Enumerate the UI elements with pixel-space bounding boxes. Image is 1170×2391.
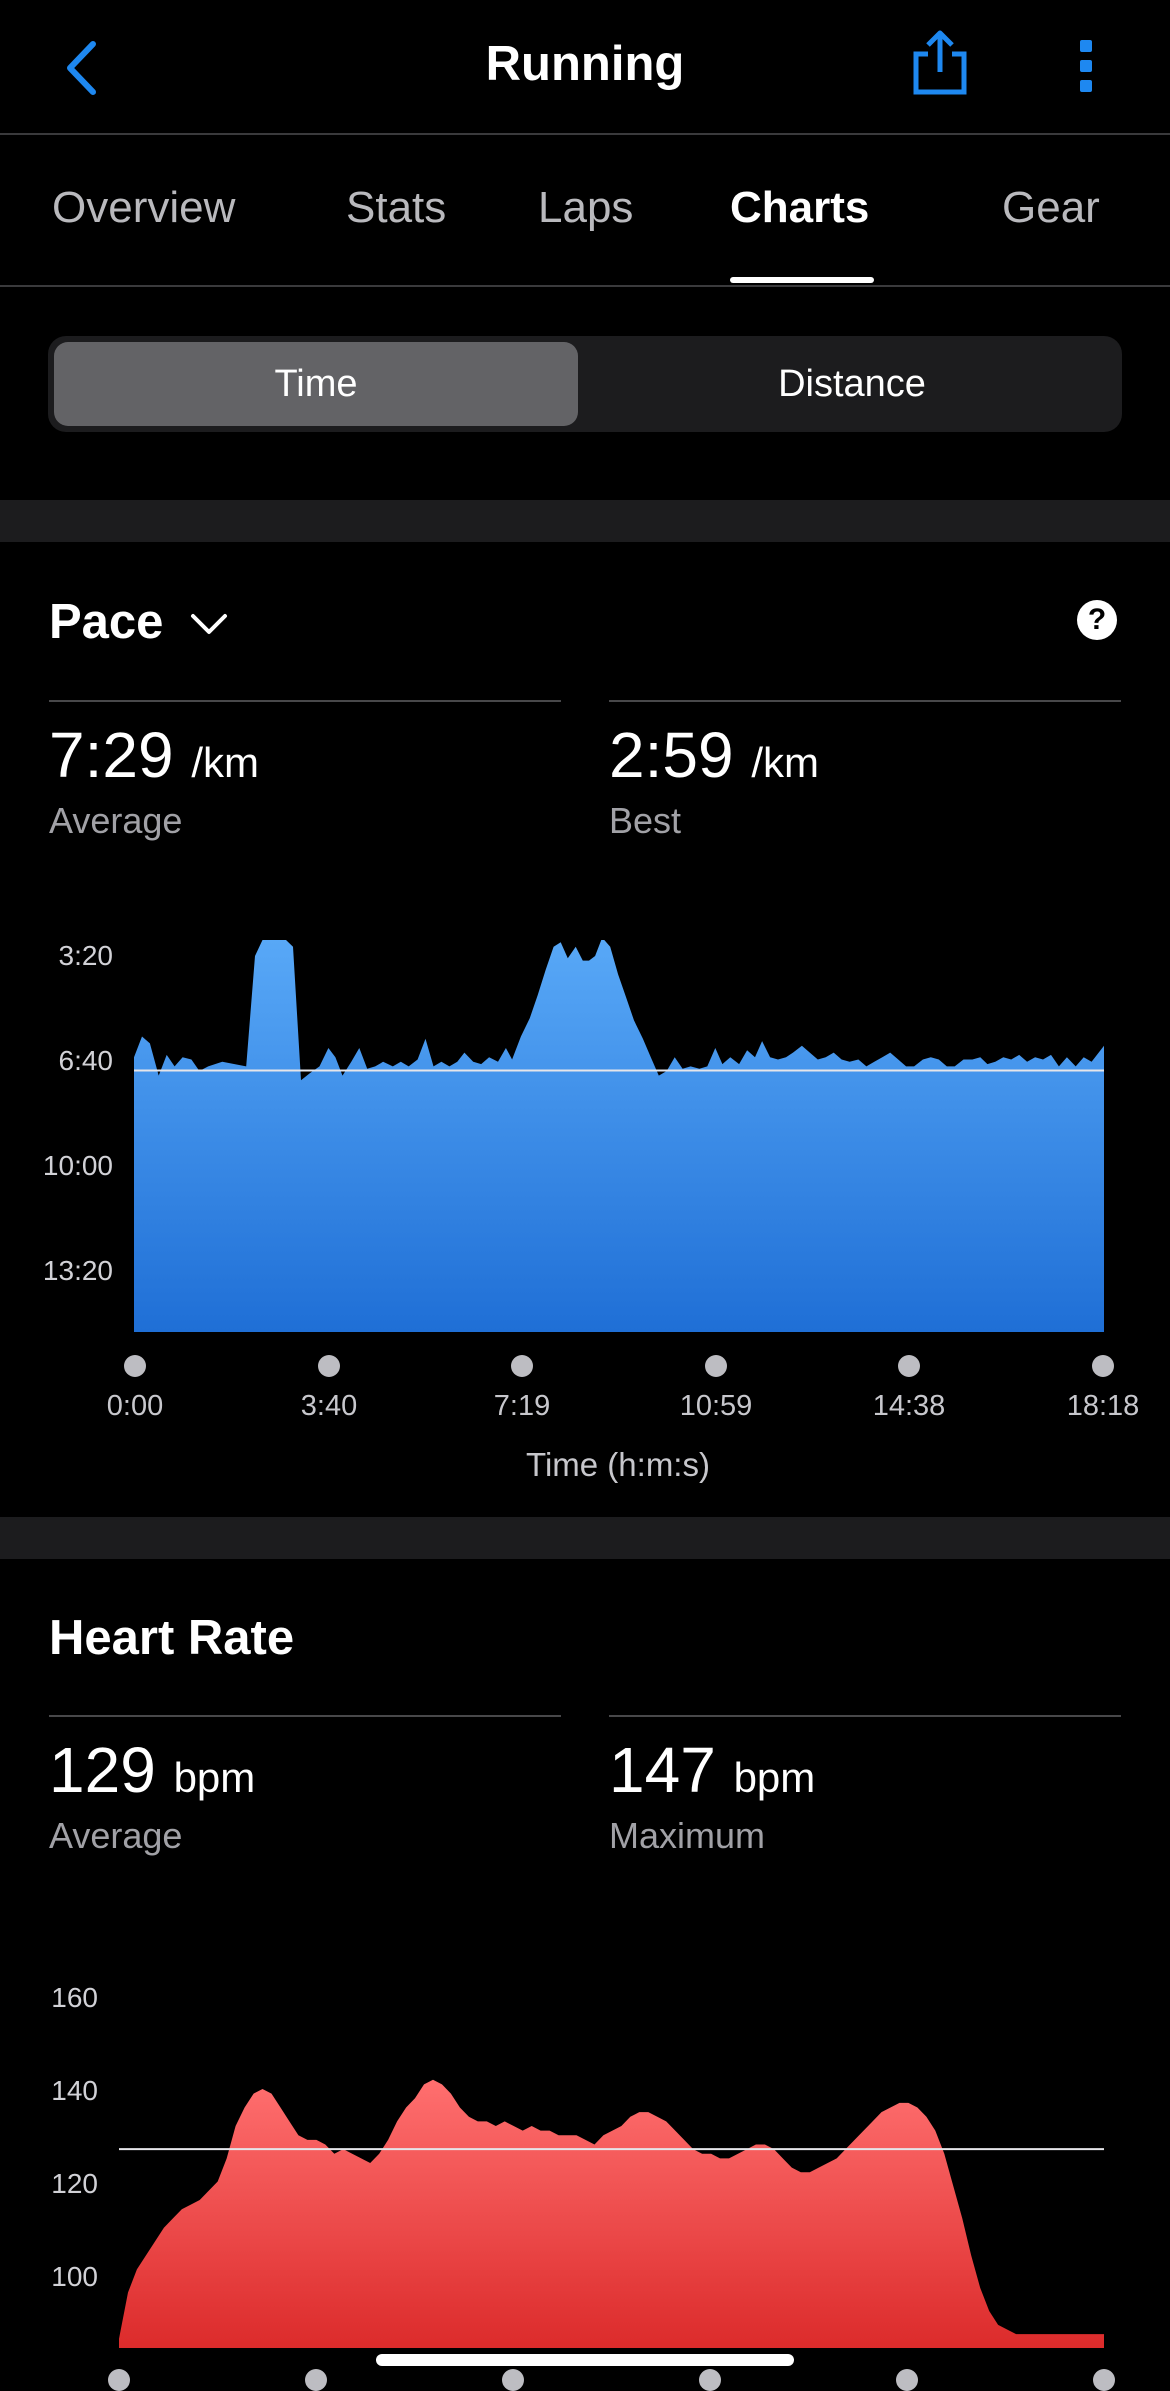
tab-charts[interactable]: Charts [730, 183, 870, 232]
divider [609, 1715, 1121, 1717]
x-axis-title: Time (h:m:s) [526, 1446, 710, 1483]
pace-chart[interactable] [134, 940, 1104, 1332]
home-indicator[interactable] [376, 2354, 794, 2366]
x-tick-label: 14:38 [872, 1390, 946, 1422]
section-divider [0, 500, 1170, 542]
y-tick-label: 13:20 [42, 1255, 113, 1286]
hr-average-unit: bpm [173, 1754, 256, 1801]
page-title: Running [485, 37, 685, 91]
divider [49, 700, 561, 702]
hr-max-unit: bpm [733, 1754, 816, 1801]
x-axis-dot [108, 2369, 130, 2391]
pace-average-number: 7:29 [49, 719, 174, 791]
y-tick-label: 3:20 [58, 940, 114, 971]
x-axis-dot [124, 1355, 146, 1377]
y-tick-label: 120 [51, 2168, 98, 2199]
top-nav-bar: Running [0, 0, 1170, 135]
divider [609, 700, 1121, 702]
pace-average-label: Average [49, 800, 183, 841]
tab-gear[interactable]: Gear [1002, 183, 1100, 232]
x-axis-dot [1093, 2369, 1115, 2391]
x-tick-label: 0:00 [106, 1390, 164, 1422]
x-tick-label: 7:19 [493, 1390, 551, 1422]
heart-rate-area-series [119, 2079, 1104, 2348]
heart-rate-chart[interactable] [119, 1978, 1104, 2348]
hr-average-label: Average [49, 1815, 183, 1856]
active-tab-underline [730, 277, 874, 283]
pace-title-label: Pace [49, 595, 164, 649]
hr-average-value: 129 bpm [49, 1733, 255, 1807]
x-axis-dot [896, 2369, 918, 2391]
time-distance-segmented-control: Time Distance [48, 336, 1122, 432]
y-tick-label: 6:40 [58, 1045, 114, 1076]
x-axis-dot [1092, 1355, 1114, 1377]
x-axis-dot [705, 1355, 727, 1377]
section-divider [0, 1517, 1170, 1559]
pace-best-number: 2:59 [609, 719, 734, 791]
y-tick-label: 140 [51, 2075, 98, 2106]
y-tick-label: 100 [51, 2261, 98, 2292]
tab-stats[interactable]: Stats [346, 183, 447, 232]
chevron-down-icon [191, 614, 228, 634]
chevron-left-icon[interactable] [58, 38, 108, 98]
x-axis-dot [898, 1355, 920, 1377]
hr-max-number: 147 [609, 1734, 716, 1806]
segment-distance[interactable]: Distance [778, 363, 926, 405]
pace-title[interactable]: Pace [49, 594, 231, 650]
x-axis-dot [318, 1355, 340, 1377]
divider [49, 1715, 561, 1717]
more-vertical-icon[interactable] [1062, 36, 1110, 96]
pace-average-value: 7:29 /km [49, 718, 259, 792]
pace-average-unit: /km [191, 739, 259, 786]
hr-average-number: 129 [49, 1734, 156, 1806]
share-icon[interactable] [910, 28, 970, 98]
pace-best-unit: /km [751, 739, 819, 786]
tab-bar: Overview Stats Laps Charts Gear [0, 135, 1170, 287]
y-tick-label: 10:00 [42, 1150, 113, 1181]
tab-laps[interactable]: Laps [538, 183, 634, 232]
x-axis-dot [699, 2369, 721, 2391]
help-icon[interactable]: ? [1077, 600, 1117, 640]
x-axis-dot [305, 2369, 327, 2391]
x-axis-dot [502, 2369, 524, 2391]
x-tick-label: 10:59 [679, 1390, 753, 1422]
y-tick-label: 160 [51, 1982, 98, 2013]
x-axis-dot [511, 1355, 533, 1377]
heart-rate-title: Heart Rate [49, 1611, 295, 1665]
tab-overview[interactable]: Overview [52, 183, 236, 232]
hr-max-label: Maximum [609, 1815, 766, 1856]
segment-time[interactable]: Time [54, 342, 578, 426]
x-tick-label: 3:40 [300, 1390, 358, 1422]
pace-best-value: 2:59 /km [609, 718, 819, 792]
x-tick-label: 18:18 [1066, 1390, 1140, 1422]
pace-area-series [134, 940, 1104, 1332]
pace-best-label: Best [609, 800, 682, 841]
hr-max-value: 147 bpm [609, 1733, 815, 1807]
